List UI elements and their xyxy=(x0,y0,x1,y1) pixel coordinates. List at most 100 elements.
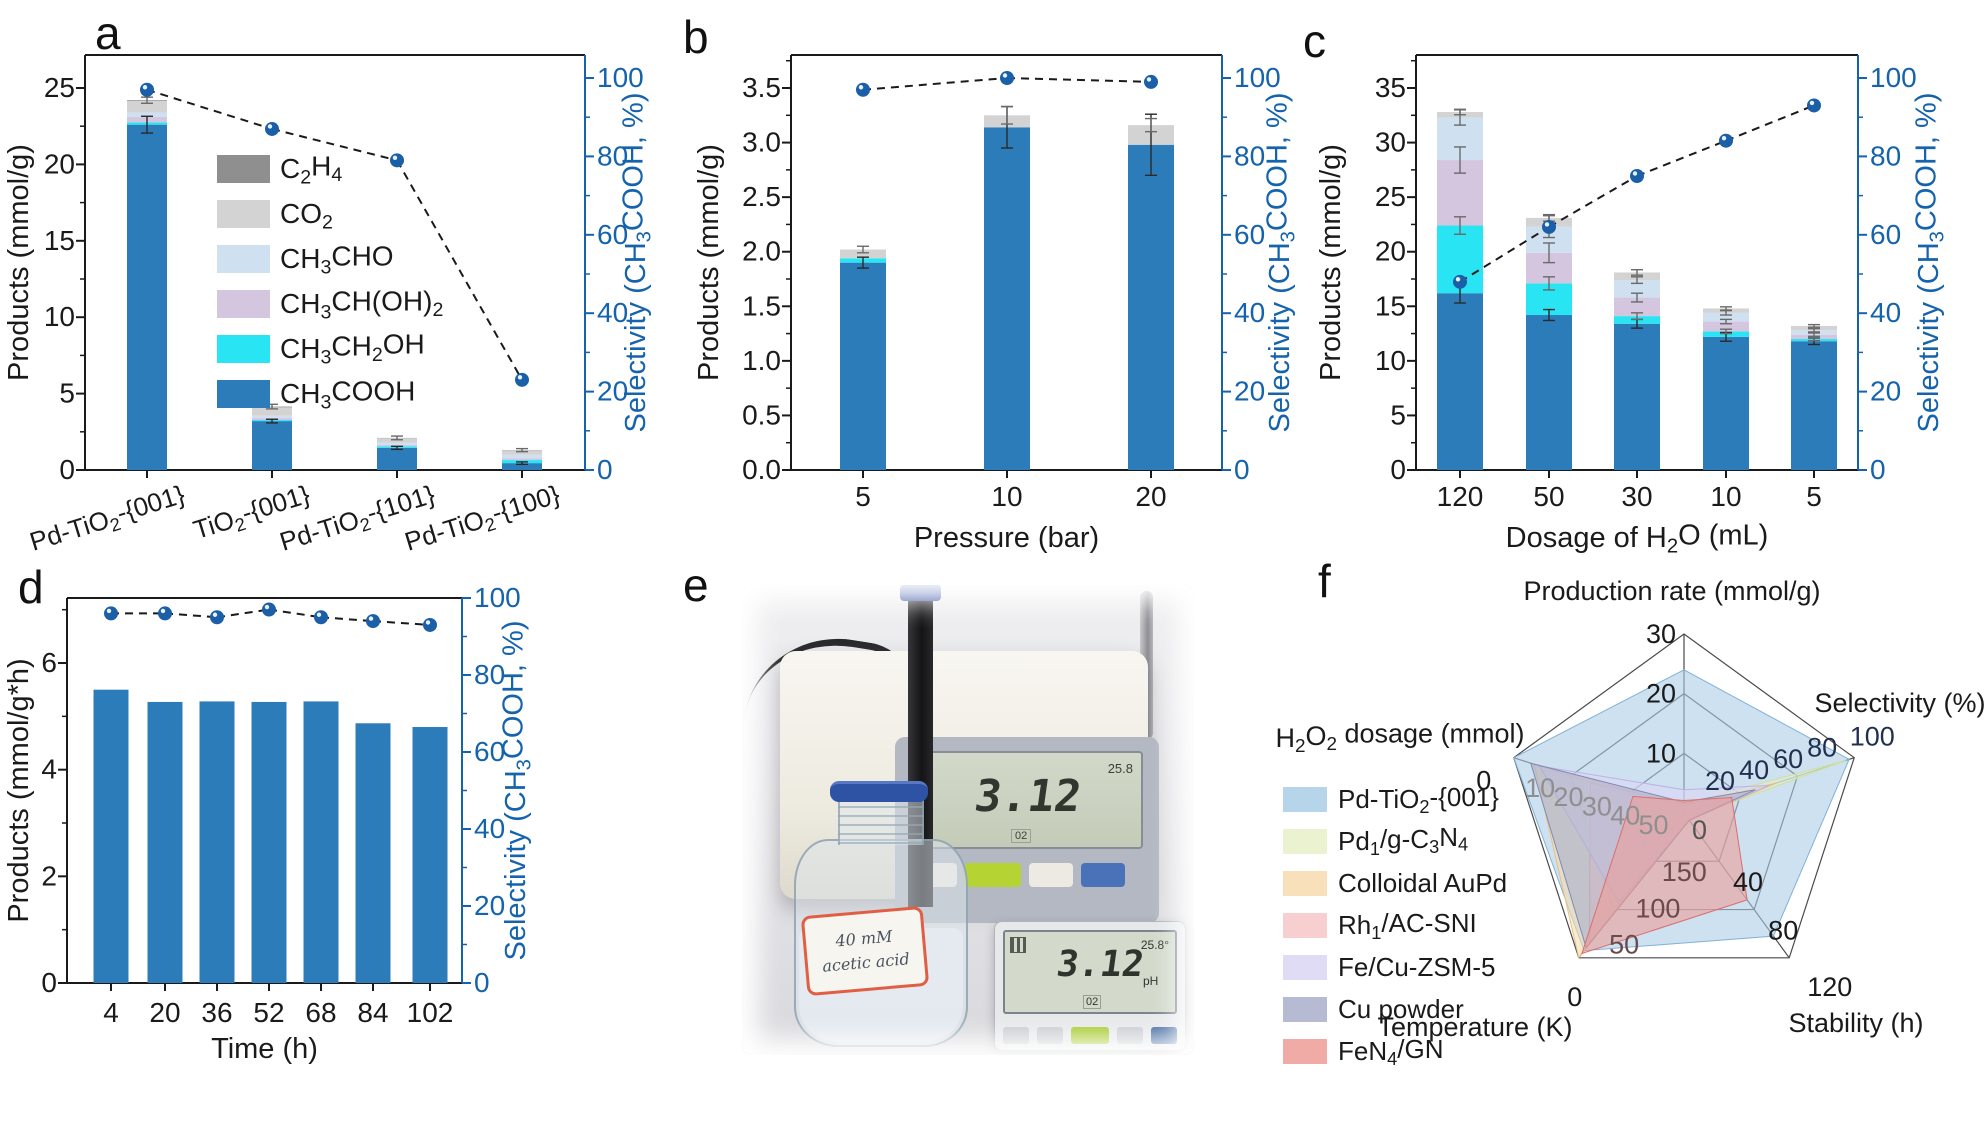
panel-b-chart: 0.0 0.5 1.0 1.5 2.0 2.5 3.0 3.5 0 20 40 60 80 100 Prod… xyxy=(693,54,1300,554)
svg-text:100: 100 xyxy=(1850,722,1895,752)
inset-unit: pH xyxy=(1143,974,1159,988)
bottle-label-line2: acetic acid xyxy=(821,949,911,976)
svg-text:Pd-TiO2-{001}: Pd-TiO2-{001} xyxy=(1338,782,1499,817)
svg-text:10: 10 xyxy=(1375,345,1406,376)
meter-read-button[interactable] xyxy=(965,863,1021,887)
probe-cap xyxy=(900,585,941,601)
svg-text:50: 50 xyxy=(1609,930,1639,960)
svg-text:30: 30 xyxy=(1375,127,1406,158)
radar-legend: Pd-TiO2-{001} Pd1/g-C3N4 Colloidal AuPd Rh1… xyxy=(1283,782,1507,1069)
svg-text:15: 15 xyxy=(1375,290,1406,321)
svg-text:60: 60 xyxy=(597,219,628,250)
panel-label-d: d xyxy=(18,561,44,613)
svg-text:0: 0 xyxy=(1567,982,1582,1012)
svg-text:Selectivity (%): Selectivity (%) xyxy=(1814,688,1984,718)
svg-text:100: 100 xyxy=(1870,62,1917,93)
svg-text:FeN4/GN: FeN4/GN xyxy=(1338,1034,1443,1069)
bottle-label: 40 mM acetic acid xyxy=(800,905,930,997)
svg-text:CH3CH2OH: CH3CH2OH xyxy=(280,328,425,368)
svg-text:10: 10 xyxy=(44,301,75,332)
svg-text:25: 25 xyxy=(44,72,75,103)
inset-temperature: 25.8° xyxy=(1140,938,1169,952)
svg-text:52: 52 xyxy=(253,997,284,1028)
inset-mode-button xyxy=(1151,1027,1177,1044)
svg-text:0.5: 0.5 xyxy=(742,399,781,430)
svg-text:50: 50 xyxy=(1639,810,1669,840)
svg-text:Products (mmol/g): Products (mmol/g) xyxy=(3,144,35,381)
svg-text:5: 5 xyxy=(1806,481,1822,512)
svg-text:40: 40 xyxy=(1739,755,1769,785)
svg-text:2.0: 2.0 xyxy=(742,236,781,267)
svg-text:Products (mmol/g*h): Products (mmol/g*h) xyxy=(3,658,35,922)
svg-text:4: 4 xyxy=(41,754,57,785)
meter-mode-button[interactable] xyxy=(1081,863,1125,887)
svg-text:5: 5 xyxy=(855,481,871,512)
svg-text:5: 5 xyxy=(59,378,75,409)
svg-text:Pd-TiO2-{001}: Pd-TiO2-{001} xyxy=(25,479,189,560)
svg-text:35: 35 xyxy=(1375,72,1406,103)
svg-text:0: 0 xyxy=(41,967,57,998)
inset-reading: 3.12 xyxy=(1054,944,1147,985)
svg-text:60: 60 xyxy=(1234,219,1265,250)
svg-text:100: 100 xyxy=(474,582,521,613)
svg-text:20: 20 xyxy=(1553,782,1583,812)
svg-text:1.5: 1.5 xyxy=(742,290,781,321)
svg-text:0: 0 xyxy=(597,454,613,485)
svg-text:50: 50 xyxy=(1533,481,1564,512)
svg-text:6: 6 xyxy=(41,647,57,678)
svg-text:CH3CH(OH)2: CH3CH(OH)2 xyxy=(280,286,443,324)
svg-text:150: 150 xyxy=(1662,857,1707,887)
svg-text:Products (mmol/g): Products (mmol/g) xyxy=(693,144,725,381)
panel-label-f: f xyxy=(1318,555,1331,607)
meter-lcd-screen: 3.12 25.8 02 xyxy=(913,751,1143,849)
svg-text:20: 20 xyxy=(1705,766,1735,796)
svg-text:100: 100 xyxy=(1234,62,1281,93)
svg-text:0.0: 0.0 xyxy=(742,454,781,485)
svg-text:20: 20 xyxy=(597,376,628,407)
svg-text:0: 0 xyxy=(1476,766,1491,796)
meter-button[interactable] xyxy=(1029,863,1073,887)
svg-text:40: 40 xyxy=(1610,801,1640,831)
svg-text:20: 20 xyxy=(1375,236,1406,267)
panel-a-chart: 0 5 10 15 20 25 0 20 40 60 80 100 Products (mmol/g) S… xyxy=(3,54,655,560)
inset-sub-reading: 02 xyxy=(1083,995,1102,1009)
svg-text:3.0: 3.0 xyxy=(742,127,781,158)
svg-text:Time (h): Time (h) xyxy=(211,1033,318,1065)
svg-text:5: 5 xyxy=(1390,399,1406,430)
svg-text:20: 20 xyxy=(1135,481,1166,512)
svg-text:Cu powder: Cu powder xyxy=(1338,994,1464,1024)
svg-text:15: 15 xyxy=(44,225,75,256)
svg-text:80: 80 xyxy=(1768,916,1798,946)
svg-text:1.0: 1.0 xyxy=(742,345,781,376)
svg-text:36: 36 xyxy=(201,997,232,1028)
svg-text:60: 60 xyxy=(474,736,505,767)
svg-text:Fe/Cu-ZSM-5: Fe/Cu-ZSM-5 xyxy=(1338,952,1495,982)
svg-text:Selectivity (CH3COOH, %): Selectivity (CH3COOH, %) xyxy=(1911,93,1949,433)
panel-label-a: a xyxy=(95,7,121,59)
svg-text:100: 100 xyxy=(1635,893,1680,923)
svg-text:84: 84 xyxy=(357,997,388,1028)
svg-text:80: 80 xyxy=(1870,140,1901,171)
svg-text:40: 40 xyxy=(474,813,505,844)
svg-text:Selectivity (CH3COOH, %): Selectivity (CH3COOH, %) xyxy=(1262,93,1300,433)
svg-text:40: 40 xyxy=(1234,297,1265,328)
svg-text:0: 0 xyxy=(1870,454,1886,485)
svg-text:Temperature (K): Temperature (K) xyxy=(1377,1012,1572,1042)
svg-text:10: 10 xyxy=(1710,481,1741,512)
svg-text:100: 100 xyxy=(597,62,644,93)
svg-text:C2H4: C2H4 xyxy=(280,151,342,189)
meter-reading: 3.12 xyxy=(971,771,1085,822)
svg-text:30: 30 xyxy=(1582,791,1612,821)
svg-text:40: 40 xyxy=(1733,867,1763,897)
meter-temperature: 25.8 xyxy=(1107,761,1133,776)
panel-label-c: c xyxy=(1303,15,1326,67)
inset-lcd-screen: 3.12 pH 25.8° 02 xyxy=(1003,930,1177,1014)
inset-read-button xyxy=(1071,1027,1109,1044)
bottle-neck xyxy=(838,797,924,845)
svg-text:20: 20 xyxy=(474,890,505,921)
inset-button xyxy=(1003,1027,1029,1044)
svg-text:0: 0 xyxy=(1692,815,1707,845)
ph-meter-photo: 3.12 25.8 02 40 mM acetic acid 3.12 pH 2 xyxy=(742,585,1194,1055)
svg-text:0: 0 xyxy=(474,967,490,998)
signal-bars-icon xyxy=(1010,937,1026,953)
